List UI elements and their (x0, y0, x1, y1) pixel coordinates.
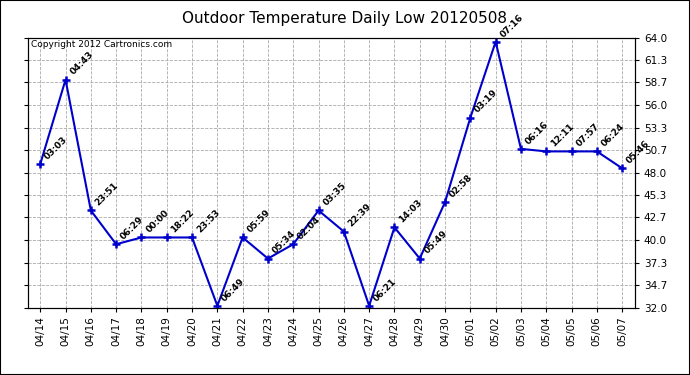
Text: 06:29: 06:29 (119, 215, 146, 242)
Text: 02:04: 02:04 (296, 215, 322, 242)
Text: 06:49: 06:49 (220, 276, 247, 303)
Text: 05:34: 05:34 (270, 229, 297, 256)
Text: 05:49: 05:49 (422, 229, 449, 256)
Text: 00:00: 00:00 (144, 209, 170, 235)
Text: 04:43: 04:43 (68, 50, 95, 77)
Text: 23:51: 23:51 (94, 181, 120, 208)
Text: 05:59: 05:59 (246, 208, 272, 235)
Text: 03:35: 03:35 (322, 181, 348, 208)
Text: 02:58: 02:58 (448, 173, 474, 199)
Text: 12:11: 12:11 (549, 122, 575, 148)
Text: 06:24: 06:24 (600, 122, 627, 148)
Text: 03:03: 03:03 (43, 135, 70, 161)
Text: 06:16: 06:16 (524, 120, 550, 146)
Text: Outdoor Temperature Daily Low 20120508: Outdoor Temperature Daily Low 20120508 (182, 11, 508, 26)
Text: 23:53: 23:53 (195, 208, 221, 235)
Text: 07:57: 07:57 (574, 122, 601, 148)
Text: 22:39: 22:39 (346, 202, 373, 229)
Text: 03:19: 03:19 (473, 88, 500, 115)
Text: 14:03: 14:03 (397, 198, 424, 225)
Text: 05:46: 05:46 (625, 139, 651, 165)
Text: 06:21: 06:21 (372, 276, 398, 303)
Text: 07:16: 07:16 (498, 12, 525, 39)
Text: 18:22: 18:22 (170, 208, 196, 235)
Text: Copyright 2012 Cartronics.com: Copyright 2012 Cartronics.com (30, 40, 172, 49)
